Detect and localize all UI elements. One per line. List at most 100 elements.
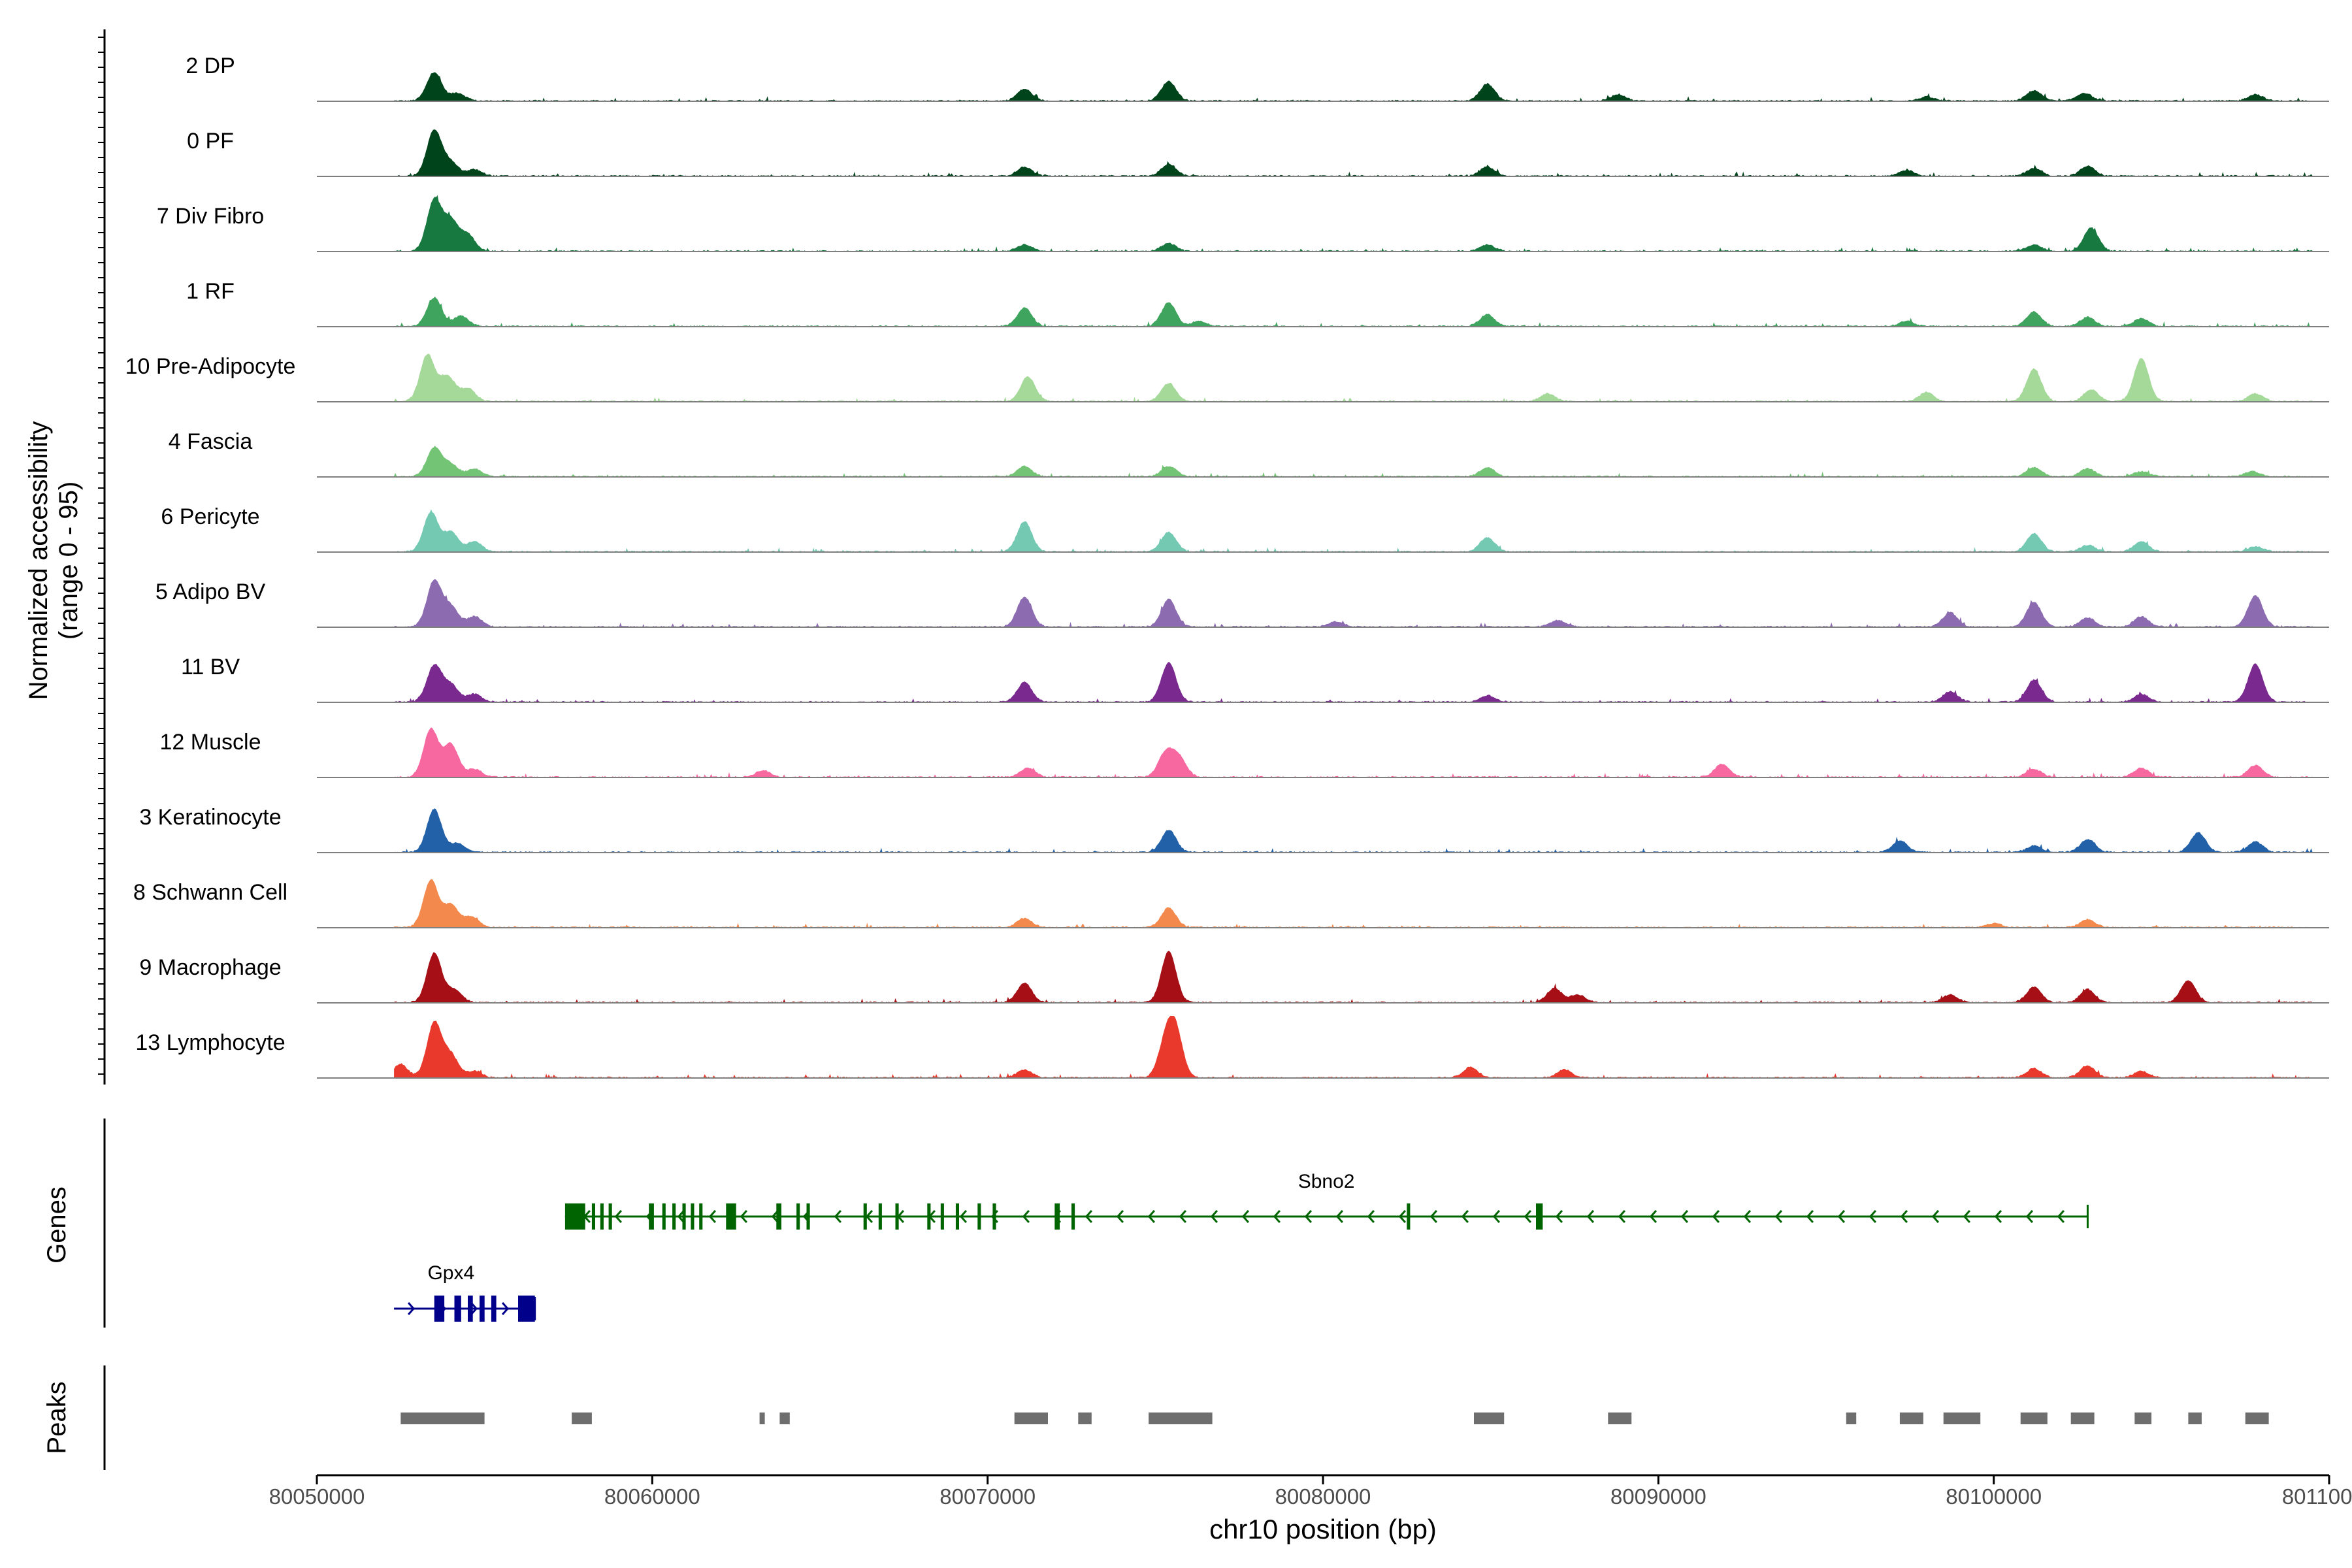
peak-region: [2134, 1413, 2151, 1424]
x-tick-label: 80100000: [1946, 1484, 2042, 1509]
gene-exon: [480, 1296, 485, 1322]
track-2: 0 PF: [187, 129, 2329, 177]
gene-exon: [1407, 1203, 1411, 1230]
strand-arrow: [1680, 1210, 1688, 1223]
strand-arrow: [708, 1210, 716, 1223]
strand-arrow: [501, 1302, 510, 1315]
peak-region: [400, 1413, 485, 1424]
track-label: 10 Pre-Adipocyte: [125, 354, 296, 379]
peak-region: [1014, 1413, 1048, 1424]
track-12: 8 Schwann Cell: [133, 879, 2329, 928]
strand-arrow: [1367, 1210, 1375, 1223]
track-label: 13 Lymphocyte: [135, 1030, 285, 1055]
gene-exon: [699, 1203, 703, 1230]
peak-region: [1078, 1413, 1092, 1424]
coverage-tracks: 2 DP 0 PF 7 Div Fibro 1 RF 10 Pre-Adipocyte 4…: [125, 54, 2329, 1079]
gene-exon: [806, 1203, 810, 1230]
y-axis: [98, 29, 106, 1085]
peak-regions-track: [103, 1365, 2269, 1470]
strand-arrow: [1994, 1210, 2002, 1223]
track-1: 2 DP: [186, 54, 2329, 102]
peak-region: [1149, 1413, 1213, 1424]
gene-exon: [955, 1203, 959, 1230]
strand-arrow: [1398, 1210, 1406, 1223]
y-axis-label-line1: Normalized accessibility: [24, 421, 53, 700]
gene-exon: [691, 1203, 694, 1230]
track-11: 3 Keratinocyte: [139, 805, 2329, 853]
gene-exon: [649, 1203, 654, 1230]
gene-exon: [591, 1203, 595, 1230]
peak-region: [1608, 1413, 1632, 1424]
strand-arrow: [959, 1210, 967, 1223]
x-tick-label: 80060000: [604, 1484, 700, 1509]
strand-arrow: [1022, 1210, 1030, 1223]
strand-arrow: [865, 1210, 873, 1223]
track-label: 7 Div Fibro: [157, 204, 264, 229]
strand-arrow: [1461, 1210, 1469, 1223]
strand-arrow: [1618, 1210, 1625, 1223]
peak-region: [1846, 1413, 1857, 1424]
peak-region: [2020, 1413, 2048, 1424]
strand-arrow: [1210, 1210, 1218, 1223]
track-label: 2 DP: [186, 54, 235, 78]
strand-arrow: [771, 1210, 779, 1223]
strand-arrow: [1963, 1210, 1970, 1223]
gene-exon: [468, 1296, 473, 1322]
strand-arrow: [1241, 1210, 1249, 1223]
gene-exon: [878, 1203, 882, 1230]
gene-annotation-track: Sbno2 Gpx4: [103, 1119, 2089, 1328]
peak-region: [779, 1413, 790, 1424]
gene-name-label: Gpx4: [427, 1262, 474, 1284]
strand-arrow: [1179, 1210, 1186, 1223]
strand-arrow: [1743, 1210, 1751, 1223]
strand-arrow: [1085, 1210, 1092, 1223]
strand-arrow: [407, 1302, 416, 1315]
gene-exon: [927, 1203, 931, 1230]
track-10: 12 Muscle: [160, 727, 2329, 778]
peak-region: [2188, 1413, 2202, 1424]
strand-arrow: [1806, 1210, 1814, 1223]
strand-arrow: [1555, 1210, 1563, 1223]
strand-arrow: [1492, 1210, 1500, 1223]
gene-exon: [662, 1203, 666, 1230]
track-label: 0 PF: [187, 129, 234, 154]
track-3: 7 Div Fibro: [157, 195, 2329, 252]
gene-exon: [940, 1203, 944, 1230]
gene-exon: [1054, 1203, 1060, 1230]
x-tick-label: 80110000: [2282, 1484, 2352, 1509]
gene-exon: [454, 1296, 461, 1322]
gene-exon: [1536, 1203, 1543, 1230]
track-label: 9 Macrophage: [139, 955, 281, 980]
gene-exon: [1071, 1203, 1075, 1230]
strand-arrow: [1147, 1210, 1155, 1223]
strand-arrow: [1586, 1210, 1594, 1223]
strand-arrow: [2057, 1210, 2065, 1223]
peak-region: [1899, 1413, 1923, 1424]
peak-region: [572, 1413, 592, 1424]
track-4: 1 RF: [186, 279, 2329, 327]
gene-exon: [726, 1203, 736, 1230]
strand-arrow: [1869, 1210, 1876, 1223]
gene-exon: [564, 1203, 585, 1230]
gene-exon: [608, 1203, 612, 1230]
strand-arrow: [1712, 1210, 1720, 1223]
gene-exon: [491, 1296, 497, 1322]
gene-exon: [776, 1203, 781, 1230]
gene-gpx4: Gpx4: [394, 1262, 536, 1322]
track-6: 4 Fascia: [169, 429, 2329, 478]
strand-arrow: [1304, 1210, 1312, 1223]
gene-sbno2: Sbno2: [564, 1171, 2089, 1230]
track-label: 4 Fascia: [169, 429, 253, 454]
gene-exon: [600, 1203, 604, 1230]
track-label: 3 Keratinocyte: [139, 805, 281, 830]
strand-arrow: [1116, 1210, 1124, 1223]
x-tick-label: 80080000: [1275, 1484, 1371, 1509]
strand-arrow: [2025, 1210, 2033, 1223]
strand-arrow: [1931, 1210, 1939, 1223]
track-label: 6 Pericyte: [161, 504, 259, 529]
x-axis: 80050000 80060000 80070000 80080000 80090000…: [269, 1474, 2352, 1509]
gene-exon: [895, 1203, 899, 1230]
track-label: 8 Schwann Cell: [133, 880, 287, 905]
gene-exon: [977, 1203, 981, 1230]
gene-exon: [672, 1203, 676, 1230]
